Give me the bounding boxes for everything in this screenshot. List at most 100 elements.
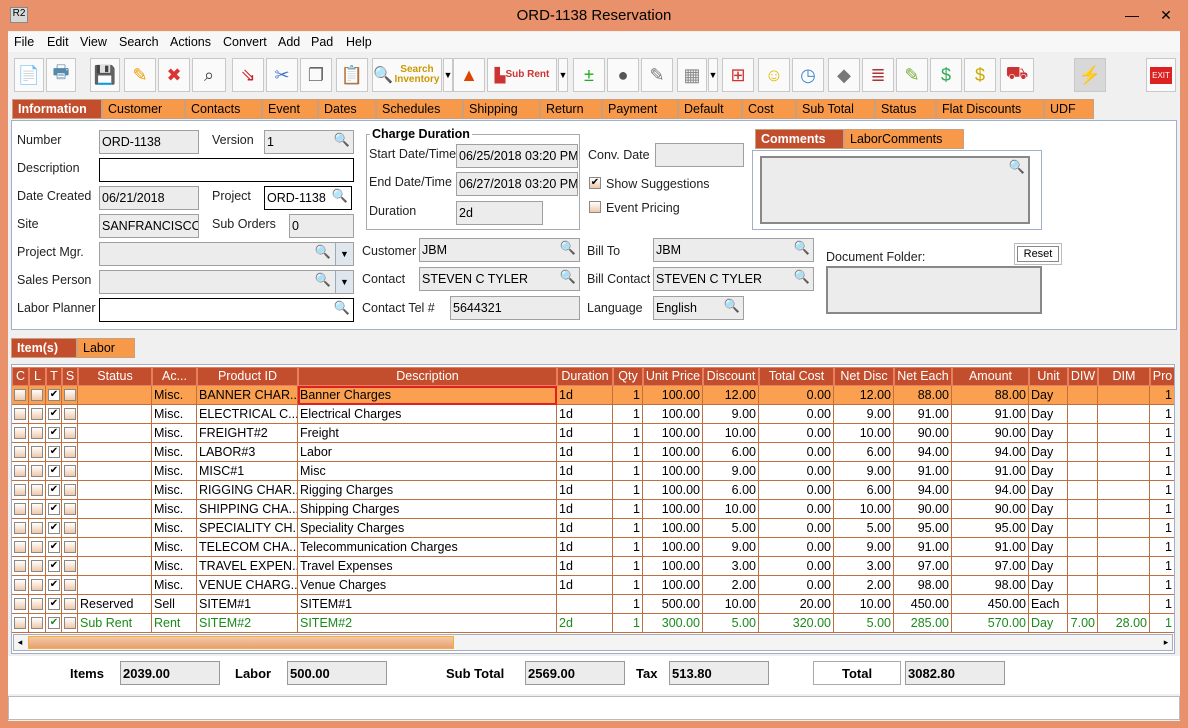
column-header-discount[interactable]: Discount	[703, 367, 759, 386]
search-icon[interactable]: 🔍	[314, 244, 331, 259]
edit-pencil-button[interactable]: ✎	[124, 58, 156, 92]
money-button[interactable]: $	[930, 58, 962, 92]
row-checkbox-s[interactable]	[64, 408, 76, 420]
menu-view[interactable]: View	[80, 35, 107, 49]
column-header-s[interactable]: S	[62, 367, 78, 386]
show-suggestions-checkbox[interactable]: ✔	[589, 177, 601, 189]
table-row[interactable]	[12, 443, 1174, 462]
tab-customer[interactable]: Customer	[102, 99, 185, 119]
column-header-diw[interactable]: DIW	[1068, 367, 1098, 386]
row-cell-desc[interactable]: SITEM#2	[298, 614, 557, 633]
column-header-qty[interactable]: Qty	[613, 367, 643, 386]
row-checkbox-s[interactable]	[64, 579, 76, 591]
truck-button[interactable]: ⛟	[1000, 58, 1034, 92]
row-checkbox-t[interactable]: ✔	[48, 579, 60, 591]
tab-labor-comments[interactable]: LaborComments	[844, 129, 964, 149]
sales-person-field[interactable]: 🔍 ▼	[99, 270, 354, 294]
project-field[interactable]: ORD-1138 🔍	[264, 186, 352, 210]
toolbar-dropdown-arrow-icon[interactable]: ▼	[708, 58, 718, 92]
scroll-right-icon[interactable]: ▸	[1163, 637, 1169, 647]
column-header-desc[interactable]: Description	[298, 367, 557, 386]
column-header-ac[interactable]: Ac...	[152, 367, 197, 386]
paste-button[interactable]: 📋	[336, 58, 368, 92]
delete-button[interactable]: ✖	[158, 58, 190, 92]
column-header-pro[interactable]: Pro	[1150, 367, 1174, 386]
row-checkbox-t[interactable]: ✔	[48, 617, 60, 629]
row-checkbox-l[interactable]	[31, 484, 43, 496]
table-row[interactable]	[12, 500, 1174, 519]
table-row[interactable]	[12, 538, 1174, 557]
menu-search[interactable]: Search	[119, 35, 159, 49]
column-header-net-disc[interactable]: Net Disc	[834, 367, 894, 386]
tab-cost[interactable]: Cost	[742, 99, 796, 119]
table-row[interactable]	[12, 424, 1174, 443]
search-icon[interactable]: 🔍	[333, 132, 350, 147]
report-button[interactable]: ✎	[896, 58, 928, 92]
menu-edit[interactable]: Edit	[47, 35, 69, 49]
tab-labor[interactable]: Labor	[77, 338, 135, 358]
new-document-button[interactable]: 📄	[14, 58, 44, 92]
balls-button[interactable]: ●	[607, 58, 639, 92]
row-checkbox-c[interactable]	[14, 408, 26, 420]
tab-event[interactable]: Event	[262, 99, 318, 119]
row-checkbox-t[interactable]: ✔	[48, 408, 60, 420]
column-header-unit[interactable]: Unit	[1029, 367, 1068, 386]
row-checkbox-l[interactable]	[31, 465, 43, 477]
save-button[interactable]: 💾	[90, 58, 120, 92]
search-icon[interactable]: 🔍	[559, 240, 576, 255]
row-checkbox-c[interactable]	[14, 427, 26, 439]
tab-shipping[interactable]: Shipping	[463, 99, 540, 119]
row-checkbox-s[interactable]	[64, 446, 76, 458]
tab-payment[interactable]: Payment	[602, 99, 678, 119]
row-checkbox-t[interactable]: ✔	[48, 427, 60, 439]
row-checkbox-c[interactable]	[14, 389, 26, 401]
row-checkbox-l[interactable]	[31, 446, 43, 458]
row-cell-desc[interactable]: Misc	[298, 462, 557, 481]
row-checkbox-l[interactable]	[31, 522, 43, 534]
row-checkbox-c[interactable]	[14, 446, 26, 458]
search-icon[interactable]: 🔍	[793, 240, 810, 255]
row-checkbox-c[interactable]	[14, 579, 26, 591]
row-checkbox-c[interactable]	[14, 484, 26, 496]
row-checkbox-s[interactable]	[64, 503, 76, 515]
menu-pad[interactable]: Pad	[311, 35, 334, 49]
row-checkbox-l[interactable]	[31, 541, 43, 553]
conv-date-field[interactable]	[655, 143, 744, 167]
row-checkbox-l[interactable]	[31, 503, 43, 515]
table-row[interactable]	[12, 557, 1174, 576]
row-cell-desc[interactable]: Telecommunication Charges	[298, 538, 557, 557]
calendar-button[interactable]: ◷	[792, 58, 824, 92]
project-mgr-field[interactable]: 🔍 ▼	[99, 242, 354, 266]
search-icon[interactable]: 🔍	[723, 298, 740, 313]
notepad-button[interactable]: ✎	[641, 58, 673, 92]
row-checkbox-t[interactable]: ✔	[48, 522, 60, 534]
chevron-down-icon[interactable]: ▼	[335, 243, 353, 265]
row-checkbox-s[interactable]	[64, 389, 76, 401]
search-icon[interactable]: 🔍	[559, 269, 576, 284]
search-icon[interactable]: 🔍	[314, 272, 331, 287]
tab-udf[interactable]: UDF	[1044, 99, 1094, 119]
plugin-button[interactable]: ⚡	[1074, 58, 1106, 92]
search-icon[interactable]: 🔍	[793, 269, 810, 284]
column-header-dim[interactable]: DIM	[1098, 367, 1150, 386]
row-checkbox-s[interactable]	[64, 465, 76, 477]
row-cell-desc[interactable]: Venue Charges	[298, 576, 557, 595]
binoculars-button[interactable]: ⌕	[192, 58, 226, 92]
row-checkbox-t[interactable]: ✔	[48, 484, 60, 496]
row-cell-desc[interactable]: Freight	[298, 424, 557, 443]
comments-textarea[interactable]: 🔍	[760, 156, 1030, 224]
tab-items[interactable]: Item(s)	[11, 338, 77, 358]
table-row[interactable]	[12, 576, 1174, 595]
tab-contacts[interactable]: Contacts	[185, 99, 262, 119]
column-header-c[interactable]: C	[12, 367, 29, 386]
row-checkbox-l[interactable]	[31, 617, 43, 629]
table-row[interactable]	[12, 386, 1174, 405]
row-cell-desc[interactable]: Banner Charges	[298, 386, 557, 405]
table-row[interactable]	[12, 519, 1174, 538]
row-cell-desc[interactable]: Speciality Charges	[298, 519, 557, 538]
row-checkbox-c[interactable]	[14, 465, 26, 477]
description-field[interactable]	[99, 158, 354, 182]
stack-button[interactable]: ≣	[862, 58, 894, 92]
calculator-button[interactable]: ▦	[677, 58, 707, 92]
tab-status[interactable]: Status	[875, 99, 936, 119]
